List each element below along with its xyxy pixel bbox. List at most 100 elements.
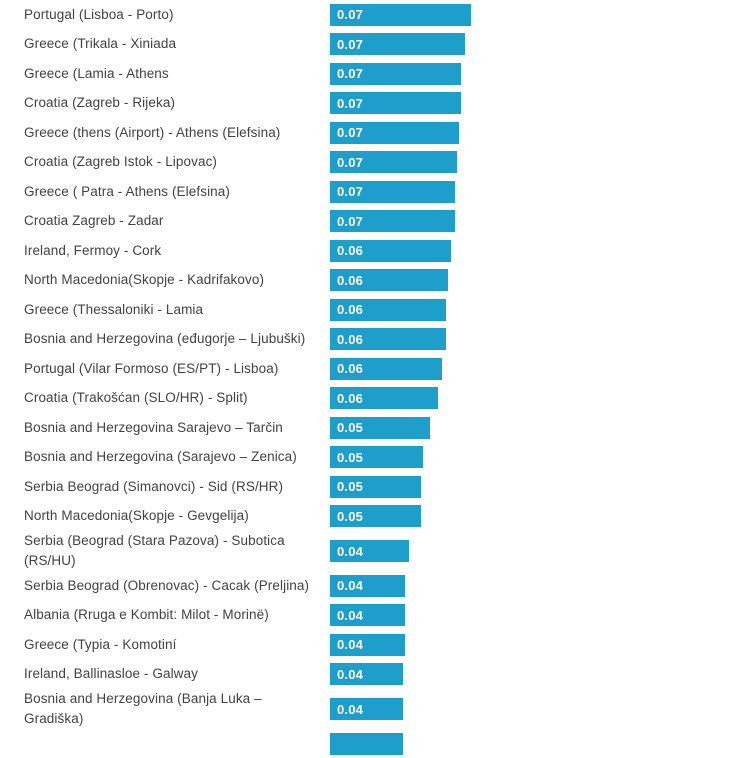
category-label: Croatia (Zagreb Istok - Lipovac)	[24, 154, 218, 170]
category-label: Greece (Lamia - Athens	[24, 65, 169, 81]
bar-value-label: 0.07	[337, 184, 364, 200]
chart-row: North Macedonia(Skopje - Gevgelija) 0.05	[0, 502, 751, 532]
bar-value-label: 0.04	[337, 543, 364, 559]
value-bar[interactable]: 0.04	[330, 663, 403, 686]
value-bar[interactable]	[330, 732, 403, 755]
bar-value-label: 0.05	[337, 479, 364, 495]
category-label: Albania (Rruga e Kombit: Milot - Morinë)	[24, 607, 269, 623]
bar-value-label: 0.06	[337, 361, 364, 377]
value-bar[interactable]: 0.04	[330, 604, 405, 627]
category-label: Greece (Trikala - Xiniada	[24, 36, 177, 52]
chart-row: Greece (Trikala - Xiniada 0.07	[0, 30, 751, 60]
value-bar[interactable]: 0.07	[330, 121, 459, 144]
chart-row: Croatia Zagreb - Zadar 0.07	[0, 207, 751, 237]
category-label: North Macedonia(Skopje - Gevgelija)	[24, 508, 249, 524]
value-bar[interactable]: 0.07	[330, 151, 457, 174]
category-label: Greece ( Patra - Athens (Elefsina)	[24, 183, 230, 199]
category-label: Croatia (Zagreb - Rijeka)	[24, 95, 176, 111]
value-bar[interactable]: 0.07	[330, 33, 465, 56]
chart-row: Bosnia and Herzegovina (Banja Luka – Gra…	[0, 689, 751, 729]
bar-value-label: 0.05	[337, 508, 364, 524]
bar-value-label: 0.07	[337, 7, 364, 23]
value-bar[interactable]: 0.05	[330, 475, 421, 498]
bar-value-label: 0.07	[337, 36, 364, 52]
chart-row: Ireland, Ballinasloe - Galway 0.04	[0, 660, 751, 690]
value-bar[interactable]: 0.06	[330, 269, 448, 292]
value-bar[interactable]: 0.05	[330, 446, 423, 469]
category-label: Bosnia and Herzegovina (eđugorje – Ljubu…	[24, 331, 306, 347]
bar-value-label: 0.05	[337, 449, 364, 465]
category-label: Greece (thens (Airport) - Athens (Elefsi…	[24, 124, 281, 140]
bar-value-label: 0.05	[337, 420, 364, 436]
bar-value-label: 0.04	[337, 607, 364, 623]
category-label: Serbia Beograd (Simanovci) - Sid (RS/HR)	[24, 478, 284, 494]
value-bar[interactable]: 0.07	[330, 92, 461, 115]
chart-row: Serbia Beograd (Simanovci) - Sid (RS/HR)…	[0, 472, 751, 502]
chart-row: Greece ( Patra - Athens (Elefsina) 0.07	[0, 177, 751, 207]
category-label: Bosnia and Herzegovina Sarajevo – Tarčin	[24, 419, 283, 435]
bar-value-label: 0.06	[337, 243, 364, 259]
bar-value-label: 0.07	[337, 125, 364, 141]
chart-row: Portugal (Lisboa - Porto) 0.07	[0, 0, 751, 30]
value-bar[interactable]: 0.06	[330, 328, 446, 351]
category-label: Bosnia and Herzegovina (Banja Luka – Gra…	[24, 691, 262, 726]
bar-value-label: 0.07	[337, 95, 364, 111]
chart-row: Greece (Typia - Komotiní 0.04	[0, 630, 751, 660]
category-label: Serbia (Beograd (Stara Pazova) - Subotic…	[24, 533, 285, 568]
category-label: Greece (Thessaloniki - Lamia	[24, 301, 204, 317]
chart-row: Bosnia and Herzegovina (Sarajevo – Zenic…	[0, 443, 751, 473]
category-label: North Macedonia(Skopje - Kadrifakovo)	[24, 272, 265, 288]
value-bar[interactable]: 0.04	[330, 698, 403, 720]
value-bar[interactable]: 0.07	[330, 62, 461, 85]
bar-value-label: 0.06	[337, 302, 364, 318]
bar-value-label: 0.04	[337, 666, 364, 682]
chart-row: North Macedonia(Skopje - Kadrifakovo) 0.0…	[0, 266, 751, 296]
bar-value-label: 0.07	[337, 213, 364, 229]
chart-row: Croatia (Trakošćan (SLO/HR) - Split) 0.06	[0, 384, 751, 414]
value-bar[interactable]: 0.04	[330, 574, 405, 597]
bar-value-label: 0.06	[337, 390, 364, 406]
value-bar[interactable]: 0.04	[330, 540, 409, 562]
bar-value-label: 0.06	[337, 331, 364, 347]
value-bar[interactable]: 0.07	[330, 180, 455, 203]
chart-row: Greece (Thessaloniki - Lamia 0.06	[0, 295, 751, 325]
value-bar[interactable]: 0.06	[330, 357, 442, 380]
value-bar[interactable]: 0.07	[330, 210, 455, 233]
value-bar[interactable]: 0.06	[330, 298, 446, 321]
value-bar[interactable]: 0.04	[330, 633, 405, 656]
category-label: Serbia Beograd (Obrenovac) - Cacak (Prel…	[24, 577, 310, 593]
chart-row: Bosnia and Herzegovina Sarajevo – Tarčin…	[0, 413, 751, 443]
bar-value-label: 0.06	[337, 272, 364, 288]
chart-row: Serbia (Beograd (Stara Pazova) - Subotic…	[0, 531, 751, 571]
value-bar[interactable]: 0.06	[330, 239, 451, 262]
category-label: Ireland, Ballinasloe - Galway	[24, 666, 198, 682]
category-label: Portugal (Vilar Formoso (ES/PT) - Lisboa…	[24, 360, 279, 376]
chart-row: Serbia Beograd (Obrenovac) - Cacak (Prel…	[0, 571, 751, 601]
chart-row: Croatia (Zagreb - Rijeka) 0.07	[0, 89, 751, 119]
chart-row: Albania (Rruga e Kombit: Milot - Morinë)…	[0, 601, 751, 631]
chart-row: Portugal (Vilar Formoso (ES/PT) - Lisboa…	[0, 354, 751, 384]
category-label: Croatia Zagreb - Zadar	[24, 213, 164, 229]
value-bar[interactable]: 0.07	[330, 3, 471, 26]
category-label: Portugal (Lisboa - Porto)	[24, 6, 174, 22]
bar-value-label: 0.07	[337, 154, 364, 170]
chart-row: Ireland, Fermoy - Cork 0.06	[0, 236, 751, 266]
category-label: Croatia (Trakošćan (SLO/HR) - Split)	[24, 390, 248, 406]
bar-value-label: 0.04	[337, 578, 364, 594]
value-bar[interactable]: 0.06	[330, 387, 438, 410]
category-label: Ireland, Fermoy - Cork	[24, 242, 162, 258]
value-bar[interactable]: 0.05	[330, 416, 430, 439]
bar-value-label: 0.07	[337, 66, 364, 82]
chart-row	[0, 729, 751, 758]
category-label: Greece (Typia - Komotiní	[24, 636, 177, 652]
chart-row: Greece (Lamia - Athens 0.07	[0, 59, 751, 89]
chart-row: Bosnia and Herzegovina (eđugorje – Ljubu…	[0, 325, 751, 355]
category-label: Bosnia and Herzegovina (Sarajevo – Zenic…	[24, 449, 297, 465]
value-bar[interactable]: 0.05	[330, 505, 421, 528]
bar-value-label: 0.04	[337, 637, 364, 653]
chart-row: Croatia (Zagreb Istok - Lipovac) 0.07	[0, 148, 751, 178]
chart-row: Greece (thens (Airport) - Athens (Elefsi…	[0, 118, 751, 148]
bar-value-label: 0.04	[337, 701, 364, 717]
